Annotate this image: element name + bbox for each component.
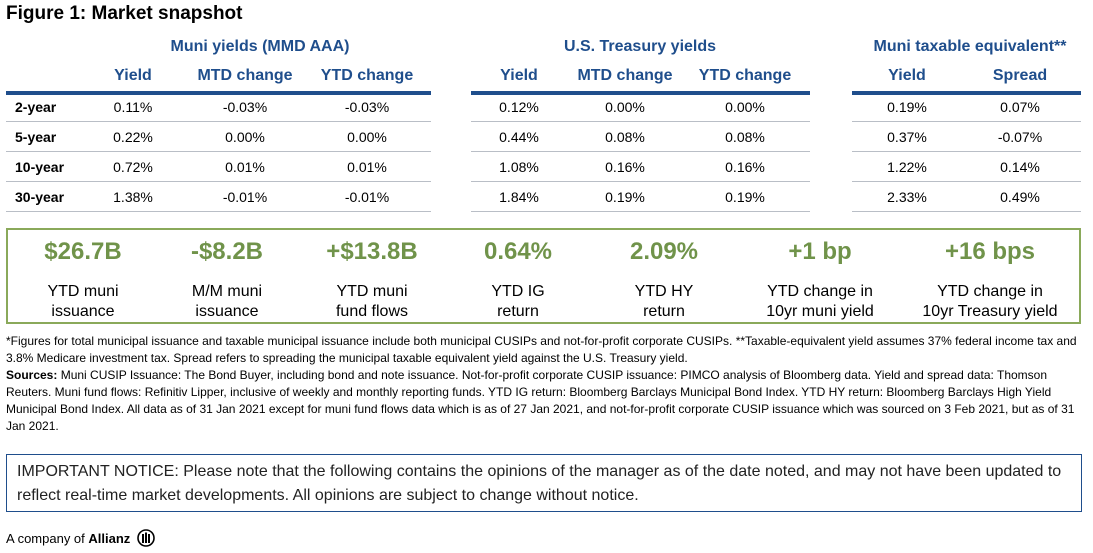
muni-yield-col: Yield [114, 67, 152, 84]
treasury-yield-cell: 0.44% [499, 129, 539, 145]
important-notice: IMPORTANT NOTICE: Please note that the f… [6, 454, 1082, 512]
row-separator [6, 211, 431, 212]
row-label: 5-year [15, 129, 57, 145]
row-separator [852, 181, 1081, 182]
treasury-ytd-cell: 0.16% [725, 159, 765, 175]
treasury-ytd-cell: 0.19% [725, 189, 765, 205]
footer: A company of Allianz [6, 529, 155, 550]
stat-label: YTD muni issuance [47, 283, 119, 320]
muni-ytd-cell: -0.03% [344, 99, 390, 115]
treasury-ytd-cell: 0.08% [725, 129, 765, 145]
row-separator [6, 181, 431, 182]
treasury-yields-heading: U.S. Treasury yields [563, 38, 717, 55]
muni-ytd-col: YTD change [320, 67, 414, 84]
footnote-text: *Figures for total municipal issuance an… [6, 334, 1077, 365]
taxable-yield-col: Yield [888, 67, 926, 84]
row-separator [6, 121, 431, 122]
treasury-yield-cell: 1.84% [499, 189, 539, 205]
stat-label: YTD muni fund flows [335, 283, 409, 320]
muni-mtd-cell: -0.01% [222, 189, 268, 205]
treasury-ytd-cell: 0.00% [725, 99, 765, 115]
sources-body: Muni CUSIP Issuance: The Bond Buyer, inc… [6, 368, 1075, 433]
muni-ytd-cell: -0.01% [344, 189, 390, 205]
treasury-yield-col: Yield [500, 67, 538, 84]
row-label: 2-year [15, 99, 57, 115]
treasury-mtd-cell: 0.16% [605, 159, 645, 175]
stat-value: 0.64% [483, 238, 553, 265]
treasury-header-rule [471, 91, 810, 95]
taxable-spread-col: Spread [992, 67, 1048, 84]
stat-label: YTD change in 10yr muni yield [766, 283, 874, 320]
muni-mtd-col: MTD change [197, 67, 293, 84]
taxable-yield-cell: 1.22% [887, 159, 927, 175]
taxable-spread-cell: 0.49% [1000, 189, 1040, 205]
taxable-yield-cell: 0.19% [887, 99, 927, 115]
muni-yield-cell: 0.22% [113, 129, 153, 145]
treasury-ytd-col: YTD change [698, 67, 792, 84]
treasury-mtd-col: MTD change [577, 67, 673, 84]
treasury-yield-cell: 0.12% [499, 99, 539, 115]
taxable-spread-cell: -0.07% [997, 129, 1043, 145]
muni-header-rule [6, 91, 431, 95]
stat-label: M/M muni issuance [191, 283, 263, 320]
stat-value: +$13.8B [326, 238, 418, 265]
stat-label: YTD IG return [491, 283, 545, 320]
sources-label: Sources: [6, 368, 58, 382]
row-separator [471, 211, 810, 212]
treasury-yield-cell: 1.08% [499, 159, 539, 175]
row-separator [471, 121, 810, 122]
row-separator [471, 151, 810, 152]
stat-value: +1 bp [788, 238, 852, 265]
stat-value: 2.09% [629, 238, 699, 265]
muni-yield-cell: 0.72% [113, 159, 153, 175]
taxable-yield-cell: 2.33% [887, 189, 927, 205]
row-separator [852, 121, 1081, 122]
taxable-spread-cell: 0.14% [1000, 159, 1040, 175]
stat-label: YTD change in 10yr Treasury yield [922, 283, 1058, 320]
stat-value: +16 bps [944, 238, 1036, 265]
treasury-mtd-cell: 0.08% [605, 129, 645, 145]
row-separator [6, 151, 431, 152]
stat-label: YTD HY return [634, 283, 694, 320]
taxable-spread-cell: 0.07% [1000, 99, 1040, 115]
taxable-equivalent-heading: Muni taxable equivalent** [873, 38, 1067, 55]
sources-text: Sources: Muni CUSIP Issuance: The Bond B… [6, 367, 1086, 435]
muni-yield-cell: 1.38% [113, 189, 153, 205]
row-label: 10-year [15, 159, 65, 175]
stat-value: -$8.2B [190, 238, 264, 265]
row-separator [852, 211, 1081, 212]
row-separator [471, 181, 810, 182]
muni-yield-cell: 0.11% [113, 99, 153, 115]
muni-yields-heading: Muni yields (MMD AAA) [170, 38, 350, 55]
page-title: Figure 1: Market snapshot [6, 3, 243, 24]
muni-ytd-cell: 0.01% [347, 159, 387, 175]
row-label: 30-year [15, 189, 65, 205]
row-separator [852, 151, 1081, 152]
treasury-mtd-cell: 0.00% [605, 99, 645, 115]
muni-mtd-cell: 0.01% [225, 159, 265, 175]
taxable-yield-cell: 0.37% [887, 129, 927, 145]
muni-ytd-cell: 0.00% [347, 129, 387, 145]
allianz-logo-icon [137, 529, 155, 550]
muni-mtd-cell: 0.00% [225, 129, 265, 145]
taxable-header-rule [852, 91, 1081, 95]
treasury-mtd-cell: 0.19% [605, 189, 645, 205]
stats-panel: $26.7B YTD muni issuance -$8.2B M/M muni… [6, 228, 1081, 324]
muni-mtd-cell: -0.03% [222, 99, 268, 115]
footer-prefix: A company of [6, 530, 85, 546]
footer-brand: Allianz [88, 530, 131, 546]
stat-value: $26.7B [44, 238, 122, 265]
footnotes: *Figures for total municipal issuance an… [6, 333, 1086, 435]
